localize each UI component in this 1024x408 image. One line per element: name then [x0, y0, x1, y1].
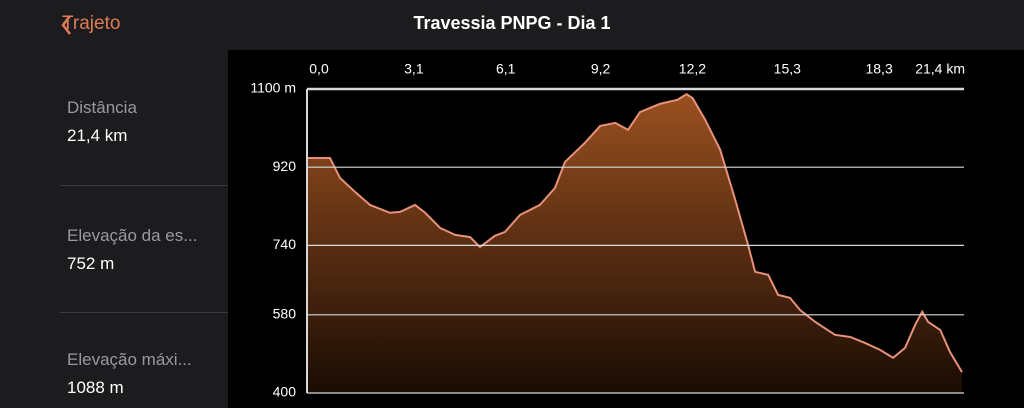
stat-value: 21,4 km: [67, 126, 128, 145]
stat-value: 752 m: [67, 254, 115, 273]
stat: Elevação da es... 752 m: [67, 226, 197, 274]
stat-label: Distância: [67, 98, 137, 117]
divider: [60, 185, 228, 186]
back-button[interactable]: Trajeto: [62, 13, 121, 34]
x-tick-label: 6,1: [496, 61, 516, 77]
stat-label: Elevação máxi...: [67, 350, 192, 369]
back-icon[interactable]: [56, 0, 86, 50]
y-tick-label: 400: [273, 384, 297, 400]
x-tick-label: 0,0: [309, 61, 329, 77]
x-tick-label: 9,2: [591, 61, 611, 77]
stat-value: 1088 m: [67, 378, 124, 397]
area-fill: [307, 94, 962, 393]
stat: Distância 21,4 km: [67, 98, 137, 146]
stat: Elevação máxi... 1088 m: [67, 350, 192, 398]
stat-label: Elevação da es...: [67, 226, 198, 245]
y-tick-label: 920: [273, 158, 297, 174]
sidebar: Distância 21,4 km Elevação da es... 752 m …: [0, 50, 228, 408]
x-tick-label: 15,3: [774, 61, 801, 77]
header-title: Travessia PNPG - Dia 1: [413, 13, 611, 33]
elevation-line: [307, 93, 963, 373]
y-tick-label: 580: [273, 306, 297, 322]
header: Trajeto Travessia PNPG - Dia 1: [0, 0, 1024, 50]
x-tick-label: 21,4 km: [915, 61, 965, 77]
x-tick-label: 3,1: [404, 61, 424, 77]
y-tick-label: 740: [273, 236, 297, 252]
y-tick-label: 1100 m: [250, 80, 296, 96]
x-tick-label: 18,3: [865, 61, 892, 77]
divider: [60, 312, 228, 313]
x-tick-label: 12,2: [679, 61, 706, 77]
